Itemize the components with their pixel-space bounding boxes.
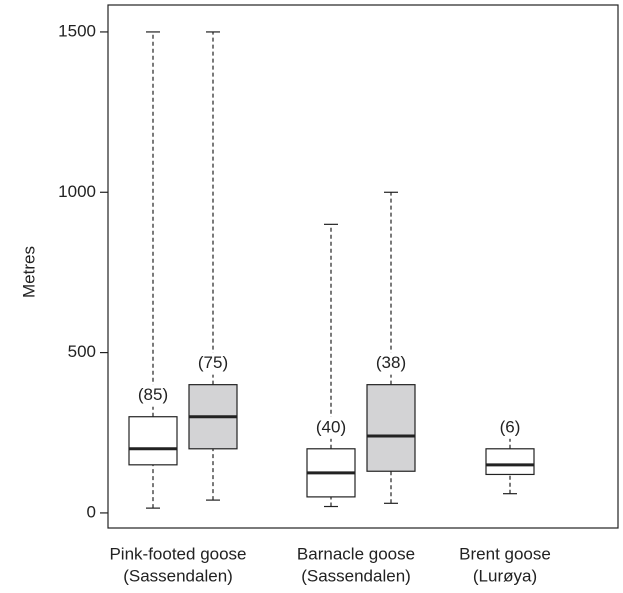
y-axis-label: Metres	[19, 246, 38, 298]
count-label: (40)	[316, 417, 346, 436]
x-tick-label: (Sassendalen)	[301, 566, 411, 585]
count-label-bg	[191, 352, 235, 375]
y-tick-label: 0	[87, 502, 96, 521]
count-label-bg	[309, 416, 353, 439]
count-label-bg	[488, 416, 532, 439]
x-tick-label: Pink-footed goose	[109, 544, 246, 563]
x-tick-label: Barnacle goose	[297, 544, 415, 563]
y-tick-label: 500	[68, 342, 96, 361]
box	[485, 448, 535, 476]
count-label-bg	[369, 352, 413, 375]
count-label: (75)	[198, 353, 228, 372]
x-tick-label: (Lurøya)	[473, 566, 537, 585]
count-label: (85)	[138, 385, 168, 404]
count-label: (38)	[376, 353, 406, 372]
x-tick-label: (Sassendalen)	[123, 566, 233, 585]
box	[128, 416, 178, 466]
count-label: (6)	[500, 417, 521, 436]
count-label-bg	[131, 384, 175, 407]
y-tick-label: 1500	[58, 21, 96, 40]
plot-frame	[107, 4, 619, 529]
box	[366, 384, 416, 472]
y-tick-label: 1000	[58, 182, 96, 201]
x-tick-label: Brent goose	[459, 544, 551, 563]
